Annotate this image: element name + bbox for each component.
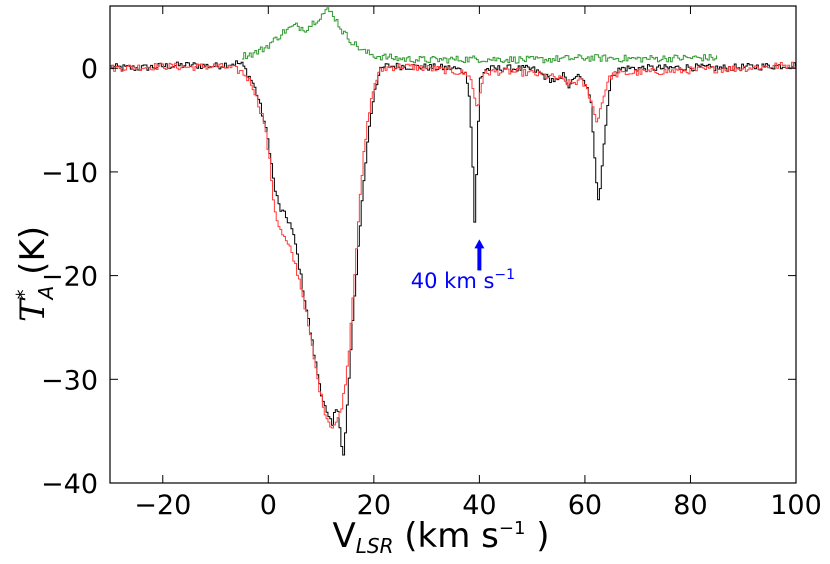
series-spectrum-green: [241, 7, 718, 64]
y-tick-label: −10: [41, 158, 98, 189]
x-tick-label: 80: [673, 490, 707, 521]
y-tick-label: −30: [41, 365, 98, 396]
x-tick-label: −20: [134, 490, 191, 521]
ticks-layer: −20 0 20 40 60 80 100 0 −10 −20 −30 −40: [41, 6, 822, 521]
plot-frame: [109, 5, 797, 484]
x-tick-label: 0: [260, 490, 277, 521]
x-tick-label: 40: [462, 490, 496, 521]
y-tick-label: −20: [41, 262, 98, 293]
series-spectrum-black: [110, 60, 796, 456]
x-axis-title: VLSR (km s−1 ): [332, 516, 549, 558]
series-layer: [110, 7, 796, 456]
x-tick-label: 100: [770, 490, 822, 521]
y-tick-label: −40: [41, 469, 98, 500]
annotation-layer: 40 km s−1: [411, 239, 515, 293]
annotation-label: 40 km s−1: [411, 267, 515, 293]
y-axis-title: T*A (K): [12, 226, 58, 322]
series-spectrum-red: [110, 61, 796, 429]
x-tick-label: 60: [568, 490, 602, 521]
y-tick-label: 0: [81, 54, 98, 85]
annotation-arrow-head: [474, 239, 485, 249]
x-tick-label: 20: [357, 490, 391, 521]
